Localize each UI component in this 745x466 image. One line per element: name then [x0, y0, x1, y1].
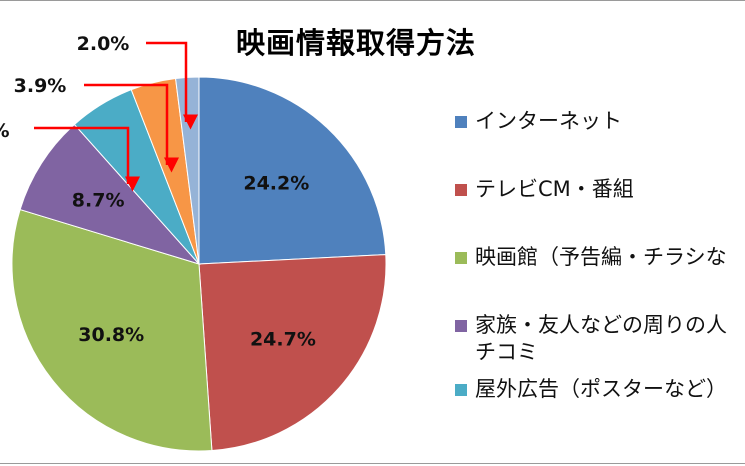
legend-swatch [455, 184, 467, 196]
callout-arrow-slice-6 [84, 83, 179, 173]
bottom-border [0, 463, 745, 464]
data-label-slice-6: 3.9% [14, 75, 67, 97]
data-labels: 24.2% 24.7% 30.8% 8.7%% 3.9% 2.0% [0, 33, 316, 350]
pie-slice-3 [11, 208, 213, 452]
legend-item-slice-5: 屋外広告（ポスターなど） [455, 376, 727, 403]
legend-swatch [455, 116, 467, 128]
callout-arrow-slice-7 [146, 41, 198, 130]
data-label-slice-5: % [0, 120, 10, 142]
legend-label: 屋外広告（ポスターなど） [475, 377, 727, 401]
legend-swatch [455, 384, 467, 396]
chart-title: 映画情報取得方法 [236, 26, 477, 60]
data-label-slice-7: 2.0% [77, 33, 130, 55]
top-border [0, 0, 745, 1]
callout-arrow-slice-5 [34, 126, 140, 192]
data-label-slice-1: 24.2% [243, 173, 309, 195]
legend-label: 映画館（予告編・チラシな [475, 245, 727, 269]
legend-label: 家族・友人などの周りの人 チコミ [475, 313, 727, 364]
data-label-slice-3: 30.8% [78, 324, 144, 346]
pie-slice-4 [19, 123, 201, 265]
data-label-slice-4: 8.7% [72, 190, 125, 212]
legend-label: テレビCM・番組 [475, 177, 634, 201]
data-label-slice-2: 24.7% [250, 328, 316, 350]
legend-item-slice-3: 映画館（予告編・チラシな [455, 244, 727, 271]
legend-swatch [455, 320, 467, 332]
pie-slice-1 [198, 76, 387, 265]
callout-arrows [34, 41, 198, 192]
legend-item-slice-1: インターネット [455, 108, 622, 135]
pie-slice-2 [198, 254, 387, 452]
legend-swatch [455, 252, 467, 264]
pie-slices [11, 76, 387, 452]
legend-item-slice-2: テレビCM・番組 [455, 176, 634, 203]
legend-item-slice-4: 家族・友人などの周りの人 チコミ [455, 312, 727, 366]
legend-label: インターネット [475, 109, 622, 133]
